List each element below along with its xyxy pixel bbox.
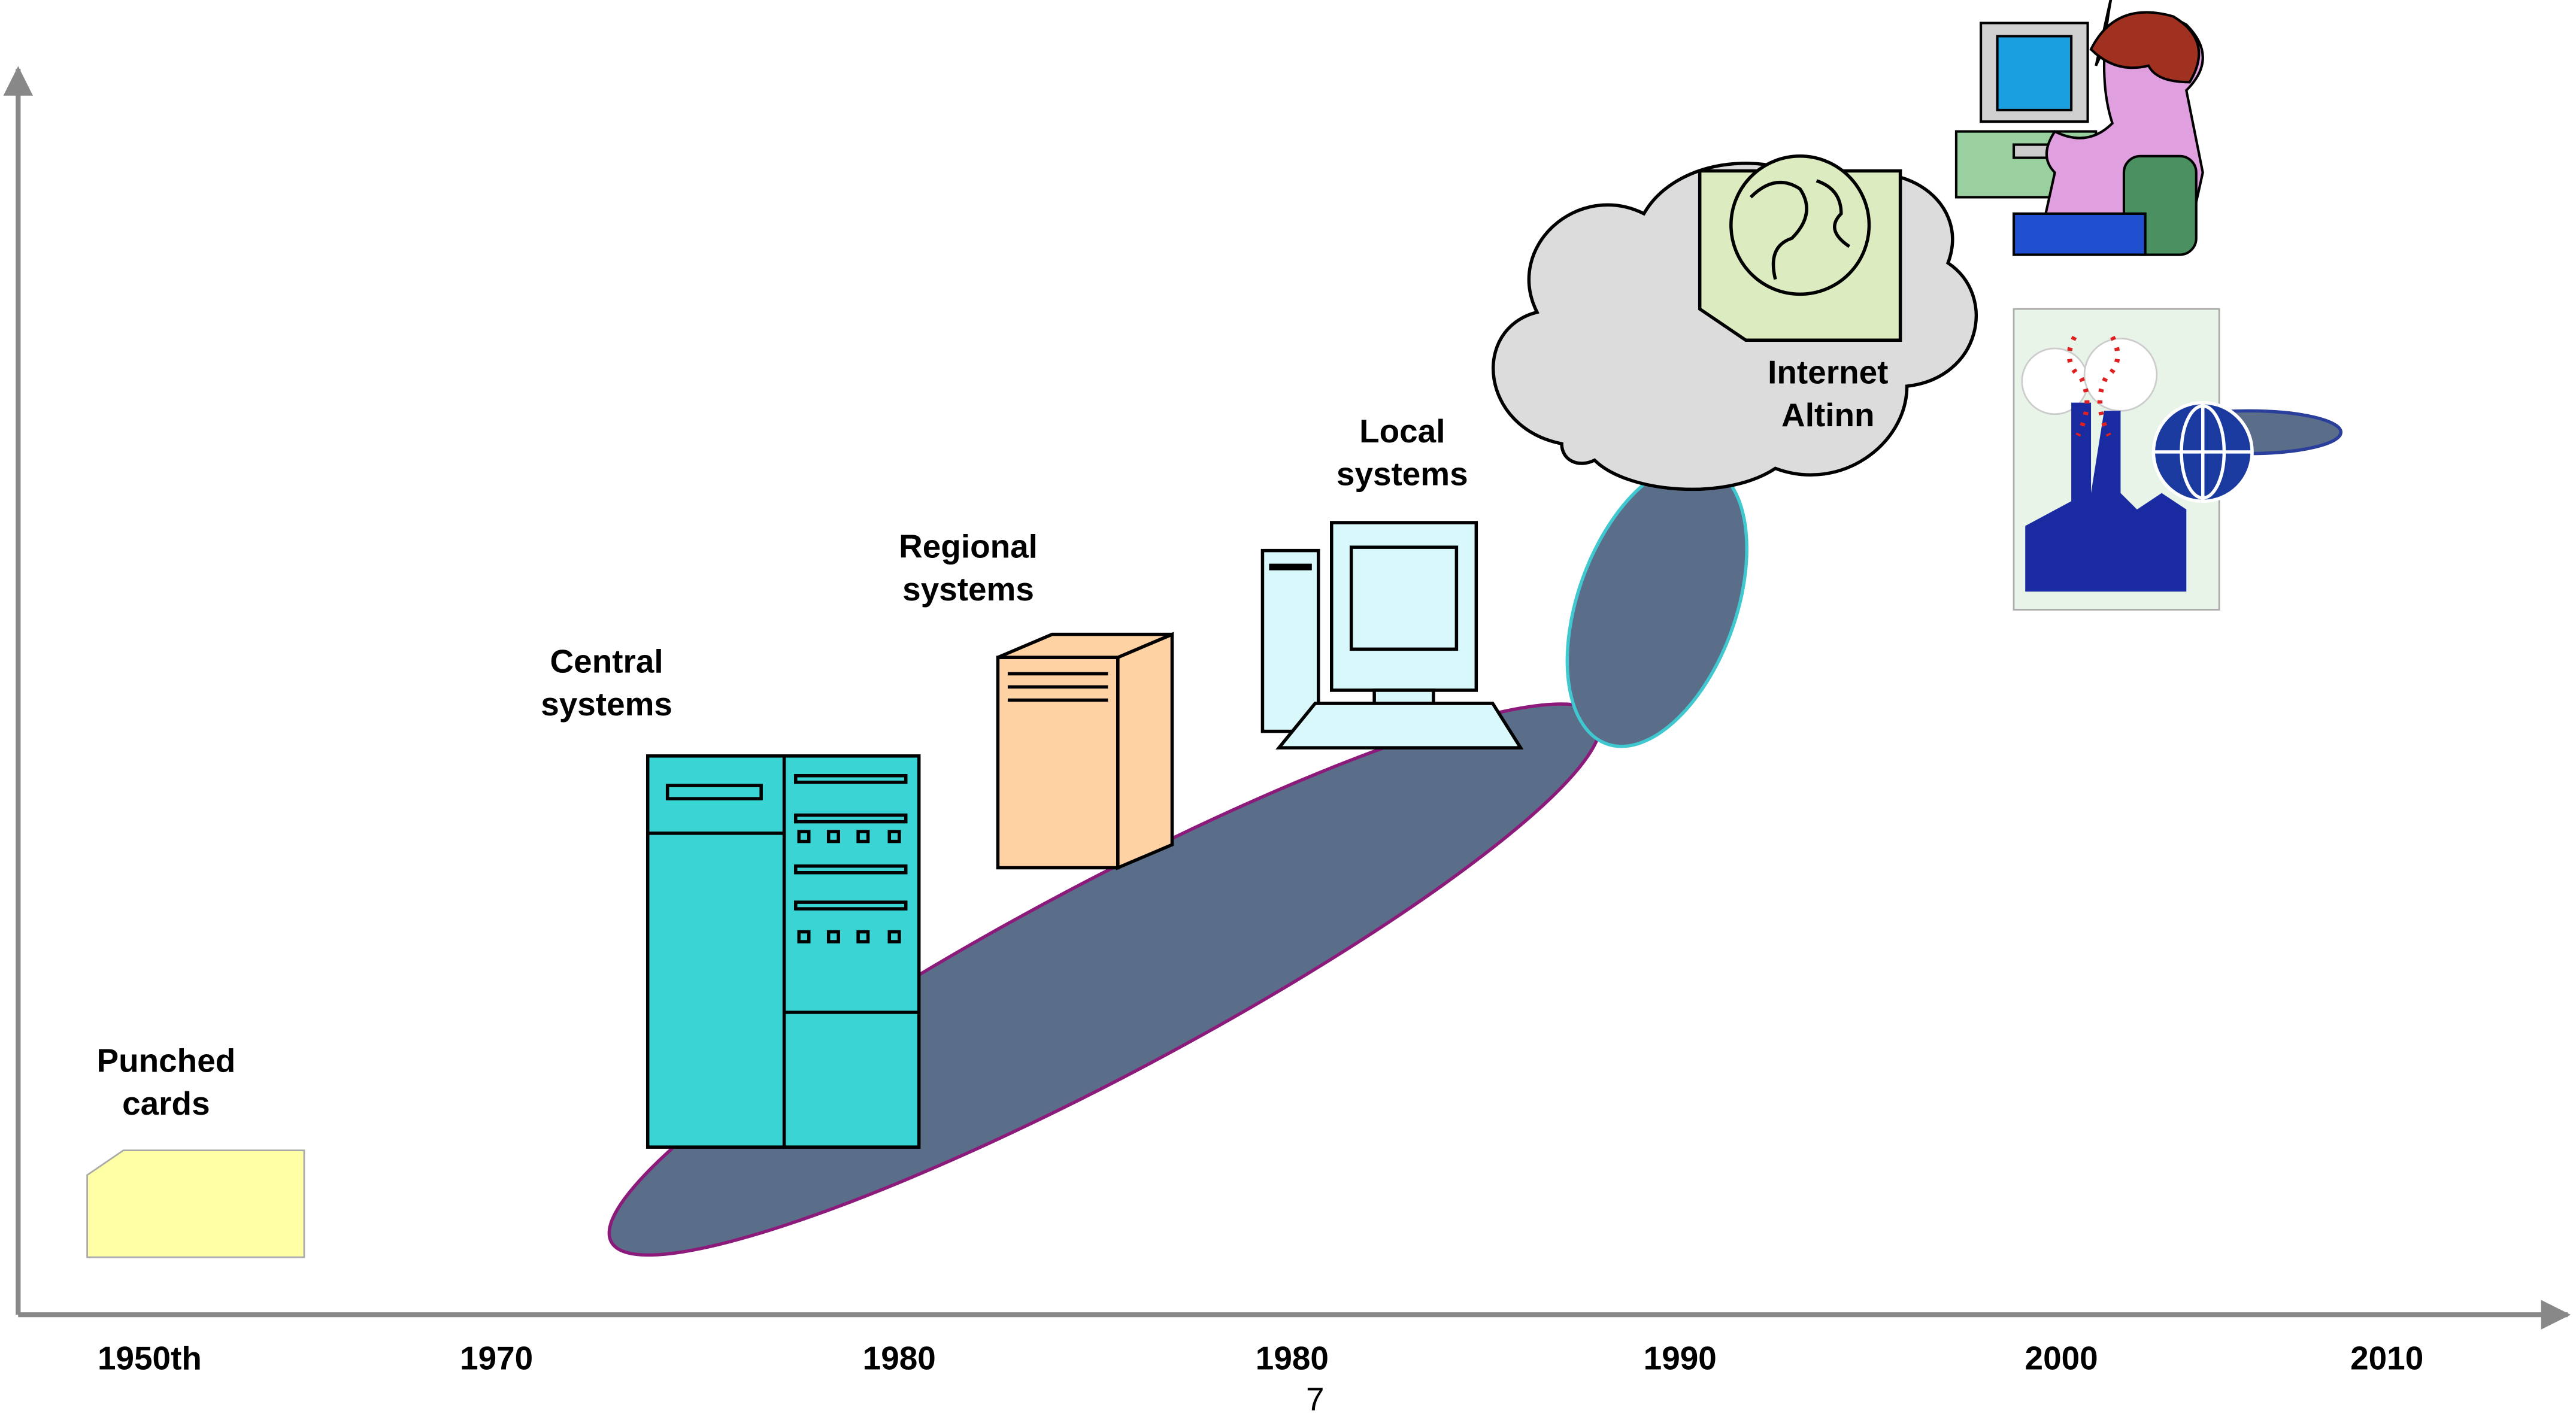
timeline-label: 1970 xyxy=(460,1340,533,1377)
timeline-label: 2000 xyxy=(2025,1340,2098,1377)
stage-label: cards xyxy=(122,1085,210,1122)
diagram: Punched cards Central systems Regional s… xyxy=(0,0,2576,1414)
desktop-computer xyxy=(1262,523,1520,748)
stage-label: Central xyxy=(550,643,663,680)
person-at-computer xyxy=(1956,0,2203,255)
cloud xyxy=(1493,156,1977,490)
server xyxy=(998,635,1172,868)
stage-label: Regional xyxy=(899,527,1038,565)
timeline-label: 1990 xyxy=(1644,1340,1717,1377)
timeline-label: 2010 xyxy=(2350,1340,2423,1377)
punched-card xyxy=(87,1151,304,1257)
page-number: 7 xyxy=(1306,1380,1325,1414)
page: Punched cards Central systems Regional s… xyxy=(0,0,2576,1414)
stage-label: systems xyxy=(541,685,672,723)
stage-label: Altinn xyxy=(1781,396,1874,433)
stage-label: systems xyxy=(902,571,1034,608)
stage-label: Local xyxy=(1359,412,1445,450)
stage-label: systems xyxy=(1337,456,1468,493)
stage-label: Punched xyxy=(96,1042,235,1079)
timeline-label: 1980 xyxy=(863,1340,936,1377)
mainframe xyxy=(648,756,919,1147)
factory-globe xyxy=(2014,309,2252,609)
timeline-label: 1980 xyxy=(1256,1340,1329,1377)
timeline-label: 1950th xyxy=(98,1340,202,1377)
stage-label: Internet xyxy=(1768,353,1888,390)
